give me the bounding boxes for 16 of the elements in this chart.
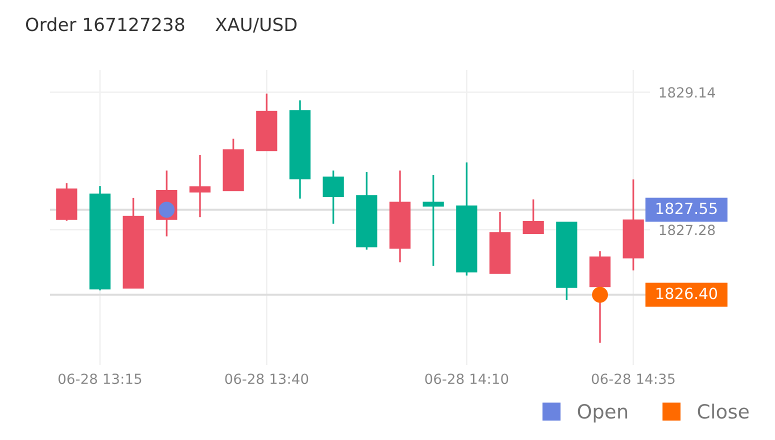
ref-line-label: 1827.55	[656, 202, 717, 214]
x-tick-label: 06-28 13:40	[225, 374, 308, 384]
chart-subtitle: XAU/USD	[216, 18, 297, 33]
candlestick	[522, 198, 544, 234]
candlestick	[322, 170, 344, 225]
candlestick	[189, 154, 211, 218]
y-tick-label: 1829.14	[660, 87, 715, 98]
legend-label: Open	[578, 404, 628, 422]
y-tick-label: 1827.28	[660, 224, 715, 236]
candlestick	[422, 174, 444, 267]
chart-title: Order 167127238	[26, 17, 184, 32]
legend-label: Close	[698, 404, 749, 419]
ref-line-label: 1826.40	[656, 288, 718, 300]
x-tick-label: 06-28 14:35	[592, 374, 675, 384]
x-tick-label: 06-28 14:10	[425, 374, 508, 384]
x-tick-label: 06-28 13:15	[58, 374, 142, 384]
